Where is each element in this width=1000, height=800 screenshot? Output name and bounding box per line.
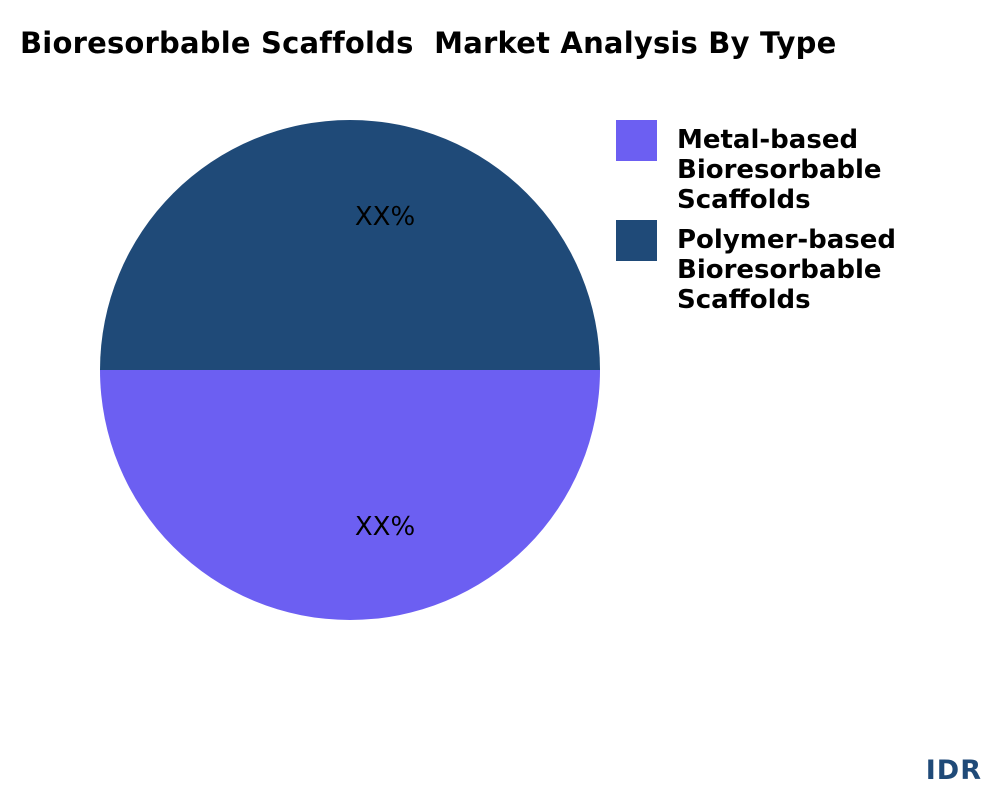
legend-label: Polymer-based Bioresorbable Scaffolds [677,225,896,315]
legend-item-metal: Metal-based Bioresorbable Scaffolds [616,120,986,215]
pie-slice-label-1: XX% [355,202,415,232]
pie-slice-0 [100,370,600,620]
pie-slice-label-0: XX% [355,512,415,542]
chart-title: Bioresorbable Scaffolds Market Analysis … [20,26,837,60]
legend-swatch-metal [616,120,657,161]
legend-label: Metal-based Bioresorbable Scaffolds [677,125,882,215]
legend-item-polymer: Polymer-based Bioresorbable Scaffolds [616,220,986,315]
brand-logo: IDR [925,755,982,786]
pie-slice-1 [100,120,600,370]
legend-swatch-polymer [616,220,657,261]
